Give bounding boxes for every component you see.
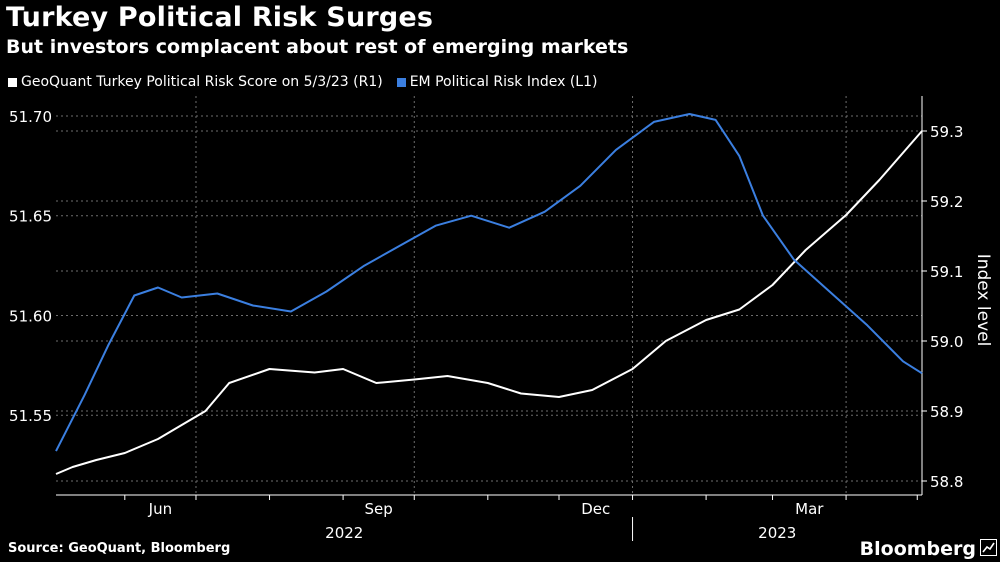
chart-title: Turkey Political Risk Surges — [6, 2, 434, 33]
x-tick-label-1: Sep — [365, 500, 393, 518]
legend-item-em: EM Political Risk Index (L1) — [396, 74, 598, 90]
y-right-tick-label-5: 59.3 — [930, 123, 963, 141]
y-left-tick-label-1: 51.60 — [9, 307, 52, 325]
y-right-tick-label-3: 59.1 — [930, 263, 963, 281]
legend-swatch-white — [8, 77, 17, 87]
legend-label-turkey: GeoQuant Turkey Political Risk Score on … — [21, 74, 383, 90]
y-left-tick-label-0: 51.55 — [9, 407, 52, 425]
legend: GeoQuant Turkey Political Risk Score on … — [8, 74, 611, 90]
y-right-tick-label-0: 58.8 — [930, 473, 963, 491]
year-label-2023: 2023 — [758, 524, 796, 542]
y-right-tick-label-2: 59.0 — [930, 333, 963, 351]
series-line-em-risk — [55, 113, 923, 452]
y-right-tick-label-1: 58.9 — [930, 403, 963, 421]
y-left-tick-label-2: 51.65 — [9, 208, 52, 226]
y-right-tick-label-4: 59.2 — [930, 193, 963, 211]
legend-item-turkey: GeoQuant Turkey Political Risk Score on … — [8, 74, 383, 90]
legend-label-em: EM Political Risk Index (L1) — [409, 74, 598, 90]
bloomberg-terminal-icon — [980, 539, 997, 556]
chart-subtitle: But investors complacent about rest of e… — [6, 36, 629, 58]
source-note: Source: GeoQuant, Bloomberg — [8, 541, 231, 556]
legend-swatch-blue — [396, 77, 406, 87]
y-right-axis-title: Index level — [973, 254, 993, 347]
x-tick-label-3: Mar — [795, 500, 824, 518]
x-tick-label-0: Jun — [148, 500, 172, 518]
y-left-tick-label-3: 51.70 — [9, 108, 52, 126]
year-label-2022: 2022 — [325, 524, 363, 542]
brand-logo: Bloomberg — [859, 538, 976, 560]
x-tick-label-2: Dec — [581, 500, 610, 518]
series-line-turkey-risk — [55, 130, 923, 475]
